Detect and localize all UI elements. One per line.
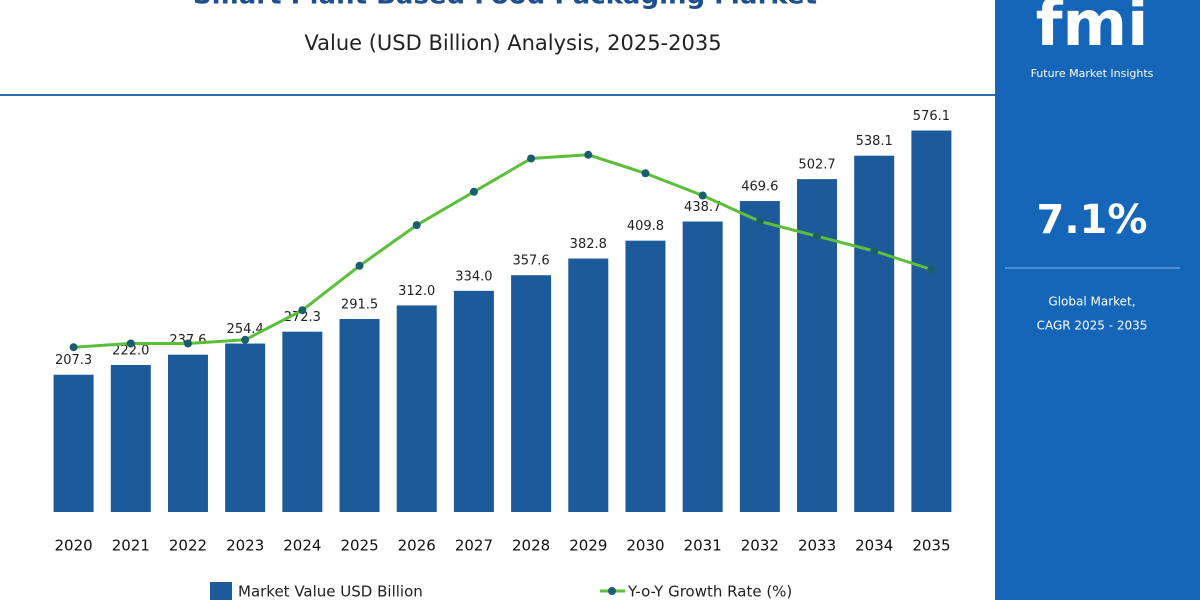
- brand: Future Market Insights: [1031, 67, 1154, 80]
- growth-point: [126, 339, 135, 348]
- caption: CAGR 2025 - 2035: [1037, 319, 1148, 333]
- growth-point: [527, 154, 536, 163]
- bar: [453, 290, 494, 512]
- x-tick-label: 2027: [455, 537, 493, 555]
- x-tick-label: 2034: [855, 537, 893, 555]
- cagr-value: 7.1%: [1037, 197, 1148, 243]
- x-tick-label: 2030: [626, 537, 664, 555]
- value-label: 254.4: [227, 322, 264, 337]
- growth-point: [469, 187, 478, 196]
- x-tick-label: 2035: [912, 537, 950, 555]
- bar: [53, 374, 94, 512]
- x-tick-label: 2021: [112, 537, 150, 555]
- growth-line: [73, 153, 932, 349]
- x-tick-label: 2032: [741, 537, 779, 555]
- sidebar: [995, 0, 1200, 600]
- bar: [511, 275, 552, 512]
- growth-point: [584, 150, 593, 159]
- value-label: 291.5: [341, 297, 378, 312]
- growth-point: [698, 191, 707, 200]
- bar: [110, 365, 151, 512]
- bar: [339, 318, 380, 512]
- x-tick-label: 2025: [340, 537, 378, 555]
- bar: [739, 201, 780, 512]
- value-label: 409.8: [627, 219, 664, 234]
- caption: Global Market,: [1048, 295, 1135, 309]
- legend-swatch: [210, 582, 232, 600]
- legend-label: Market Value USD Billion: [238, 583, 423, 600]
- growth-point: [755, 217, 764, 226]
- growth-point: [183, 339, 192, 348]
- x-tick-label: 2028: [512, 537, 550, 555]
- bar: [911, 130, 952, 513]
- value-label: 469.6: [741, 180, 778, 195]
- growth-point: [69, 343, 78, 352]
- value-label: 207.3: [55, 353, 92, 368]
- growth-point: [355, 261, 364, 270]
- value-label: 382.8: [570, 237, 607, 252]
- x-tick-label: 2029: [569, 537, 607, 555]
- value-label: 576.1: [913, 109, 950, 124]
- value-label: 502.7: [798, 158, 835, 173]
- growth-point: [870, 247, 879, 255]
- bar: [167, 354, 208, 512]
- legend-swatch: [608, 587, 616, 595]
- bar: [797, 179, 838, 512]
- logo: fmi: [1036, 0, 1149, 60]
- bar: [396, 305, 437, 512]
- value-label: 538.1: [856, 134, 893, 149]
- growth-point: [412, 221, 421, 230]
- bar: [568, 258, 609, 512]
- growth-point: [298, 306, 307, 315]
- bar: [225, 343, 266, 512]
- chart-title: Smart Plant Based Food Packaging Market: [193, 0, 817, 11]
- bar: [682, 221, 723, 512]
- x-tick-label: 2026: [398, 537, 436, 555]
- value-label: 222.0: [112, 344, 149, 359]
- growth-point: [813, 232, 822, 241]
- bar: [854, 155, 895, 512]
- chart-subtitle: Value (USD Billion) Analysis, 2025-2035: [304, 31, 721, 55]
- bar: [282, 331, 323, 512]
- x-tick-label: 2020: [55, 537, 93, 555]
- value-label: 357.6: [512, 254, 549, 269]
- legend-label: Y-o-Y Growth Rate (%): [627, 583, 792, 600]
- bar: [625, 240, 666, 512]
- growth-point: [927, 265, 936, 274]
- x-tick-label: 2031: [684, 537, 722, 555]
- x-tick-label: 2033: [798, 537, 836, 555]
- value-label: 334.0: [455, 269, 492, 284]
- growth-point: [641, 169, 650, 178]
- x-tick-label: 2024: [283, 537, 321, 555]
- growth-point: [241, 335, 250, 344]
- x-tick-label: 2023: [226, 537, 264, 555]
- value-label: 312.0: [398, 284, 435, 299]
- value-label: 438.7: [684, 200, 721, 215]
- x-tick-label: 2022: [169, 537, 207, 555]
